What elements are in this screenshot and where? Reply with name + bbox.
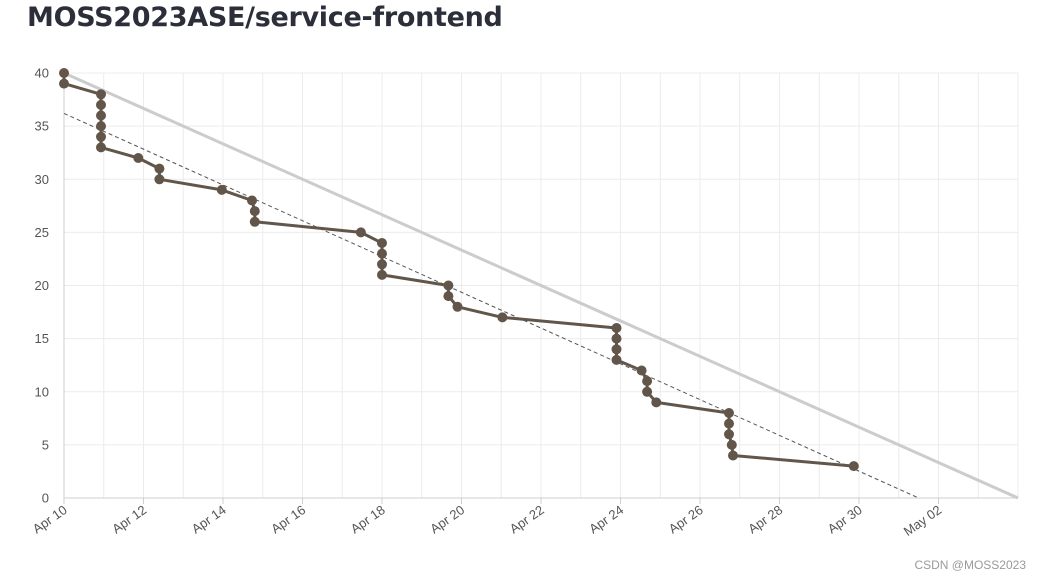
data-point <box>636 365 647 376</box>
y-tick-label: 5 <box>42 437 49 452</box>
trend-line <box>63 112 919 499</box>
y-tick-label: 20 <box>35 278 49 293</box>
y-axis-ticks: 0 5 10 15 20 25 30 35 40 <box>35 66 49 506</box>
data-point <box>724 429 734 440</box>
data-point <box>216 184 227 195</box>
data-point <box>59 78 69 89</box>
page-title: MOSS2023ASE/service-frontend <box>27 2 503 33</box>
data-point <box>96 142 106 153</box>
data-point <box>452 301 463 312</box>
y-tick-label: 0 <box>42 491 49 506</box>
x-tick-label: Apr 28 <box>745 502 785 536</box>
y-tick-label: 35 <box>35 119 49 134</box>
data-point <box>443 291 454 302</box>
actual-remaining-line <box>62 73 854 468</box>
x-tick-label: Apr 22 <box>507 502 547 536</box>
data-point <box>154 163 165 174</box>
data-point <box>96 99 106 110</box>
data-point <box>249 206 260 217</box>
data-point <box>443 280 454 291</box>
data-point <box>651 397 662 408</box>
data-point <box>724 408 734 418</box>
data-point <box>355 227 366 238</box>
data-point <box>377 248 387 259</box>
data-point <box>611 344 622 355</box>
x-tick-label: Apr 10 <box>30 502 70 536</box>
data-points <box>59 68 859 472</box>
data-point <box>133 153 144 163</box>
data-point <box>249 216 260 227</box>
data-point <box>377 238 387 248</box>
data-point <box>247 195 257 206</box>
x-tick-label: Apr 20 <box>427 502 467 536</box>
data-point <box>642 386 653 397</box>
ideal-burndown-line <box>63 71 1019 500</box>
x-tick-label: Apr 18 <box>348 502 388 536</box>
data-point <box>726 439 737 450</box>
x-tick-label: Apr 24 <box>586 502 626 536</box>
data-point <box>377 259 387 270</box>
y-tick-label: 15 <box>35 331 49 346</box>
y-tick-label: 40 <box>35 66 49 81</box>
data-point <box>728 450 738 461</box>
data-point <box>96 121 106 132</box>
data-point <box>59 68 69 78</box>
x-axis-ticks: Apr 10 Apr 12 Apr 14 Apr 16 Apr 18 Apr 20 Apr … <box>30 498 944 539</box>
data-point <box>611 333 622 344</box>
data-point <box>642 376 653 387</box>
x-tick-label: May 02 <box>901 502 945 539</box>
data-point <box>96 110 106 121</box>
data-point <box>848 461 859 472</box>
data-point <box>96 89 106 100</box>
x-tick-label: Apr 12 <box>109 502 149 536</box>
watermark: CSDN @MOSS2023 <box>914 558 1026 572</box>
y-tick-label: 10 <box>35 384 49 399</box>
data-point <box>96 131 106 142</box>
data-point <box>497 312 508 323</box>
x-tick-label: Apr 14 <box>189 502 229 536</box>
x-tick-label: Apr 26 <box>666 502 706 536</box>
data-point <box>611 354 622 365</box>
data-point <box>611 323 622 333</box>
y-tick-label: 30 <box>35 172 49 187</box>
data-point <box>377 269 387 280</box>
data-point <box>724 418 734 429</box>
y-tick-label: 25 <box>35 225 49 240</box>
x-tick-label: Apr 16 <box>268 502 308 536</box>
x-tick-label: Apr 30 <box>825 502 865 536</box>
data-point <box>154 174 165 185</box>
